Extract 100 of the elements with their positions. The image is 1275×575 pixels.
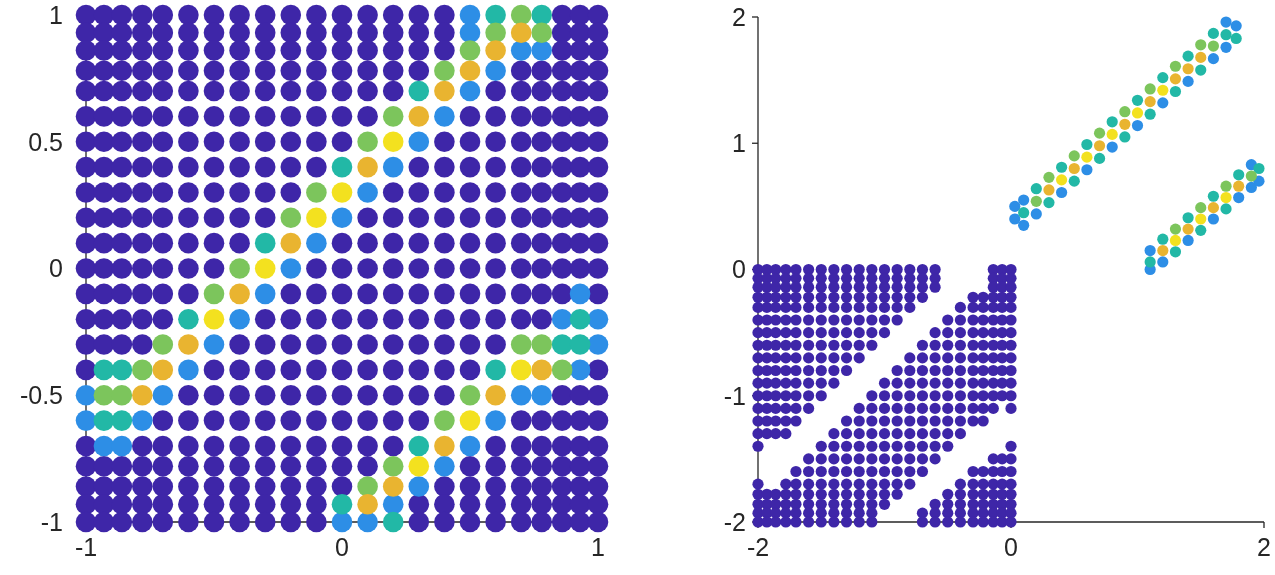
point — [254, 283, 276, 305]
point — [531, 384, 552, 406]
point — [254, 232, 276, 254]
point — [111, 359, 133, 381]
y-tick-label: -0.5 — [19, 381, 63, 410]
point — [434, 80, 455, 102]
point — [510, 334, 532, 355]
point — [1220, 191, 1232, 204]
point — [178, 308, 199, 330]
point — [1157, 256, 1169, 268]
point — [1144, 256, 1156, 268]
point — [1182, 234, 1194, 247]
point — [280, 207, 302, 229]
point — [1233, 180, 1245, 192]
point — [1068, 150, 1080, 162]
point — [1169, 223, 1182, 235]
point — [254, 258, 276, 279]
point — [331, 511, 353, 533]
point — [569, 334, 591, 355]
point — [75, 384, 97, 406]
point — [1157, 97, 1169, 109]
point — [1056, 161, 1068, 173]
point — [551, 334, 573, 355]
point — [1207, 213, 1219, 225]
point — [357, 131, 378, 153]
point — [111, 410, 133, 431]
point — [132, 359, 153, 381]
point — [382, 106, 404, 127]
point — [1207, 53, 1219, 65]
point — [1195, 51, 1207, 63]
point — [485, 410, 506, 431]
point — [357, 511, 378, 533]
x-tick-label: 0 — [1004, 532, 1018, 561]
y-tick-label: 2 — [732, 2, 746, 31]
y-tick-label: 0 — [49, 254, 63, 283]
y-tick-label: -2 — [723, 507, 746, 536]
point — [434, 455, 455, 477]
point — [1233, 169, 1245, 181]
point — [1081, 164, 1093, 176]
point — [485, 384, 506, 406]
point — [510, 4, 532, 26]
point — [569, 308, 591, 330]
point — [531, 40, 552, 61]
point — [1018, 219, 1030, 231]
point — [1195, 39, 1207, 51]
point — [485, 4, 506, 26]
point — [1195, 64, 1207, 76]
point — [1131, 94, 1144, 106]
point — [382, 511, 404, 533]
y-tick-label: 0 — [732, 255, 746, 284]
point — [510, 359, 532, 381]
point — [382, 455, 404, 477]
point — [111, 435, 133, 457]
point — [1182, 75, 1194, 87]
point — [459, 384, 481, 406]
point — [531, 22, 552, 44]
point — [152, 384, 174, 406]
point — [459, 40, 481, 61]
point — [459, 80, 481, 102]
point — [1106, 141, 1118, 153]
point — [203, 308, 225, 330]
point — [331, 156, 353, 178]
point — [1182, 212, 1194, 224]
point — [1220, 41, 1232, 53]
point — [510, 40, 532, 61]
point — [1056, 186, 1068, 199]
point — [1169, 234, 1182, 247]
point — [229, 258, 250, 279]
point — [459, 60, 481, 82]
x-tick-label: 0 — [335, 532, 349, 561]
point — [1182, 223, 1194, 235]
point — [1220, 29, 1232, 41]
point — [331, 207, 353, 229]
point — [434, 60, 455, 82]
y-tick-label: -1 — [723, 381, 746, 410]
point — [75, 410, 97, 431]
point — [1081, 151, 1093, 163]
point — [357, 493, 378, 515]
point — [357, 156, 378, 178]
point — [1093, 152, 1106, 164]
point — [434, 410, 455, 431]
point — [132, 384, 153, 406]
point — [485, 60, 506, 82]
point — [408, 476, 430, 497]
point — [510, 384, 532, 406]
point — [1009, 213, 1021, 225]
point — [408, 455, 430, 477]
point — [1207, 40, 1219, 52]
point — [531, 334, 552, 355]
point — [531, 359, 552, 381]
y-tick-label: 0.5 — [28, 127, 63, 156]
point — [1081, 138, 1093, 151]
point — [485, 359, 506, 381]
point — [1131, 119, 1144, 132]
point — [1106, 116, 1118, 128]
point — [1119, 118, 1131, 130]
point — [1009, 200, 1021, 212]
point — [1195, 202, 1207, 214]
point — [178, 334, 199, 355]
point — [1068, 162, 1080, 175]
